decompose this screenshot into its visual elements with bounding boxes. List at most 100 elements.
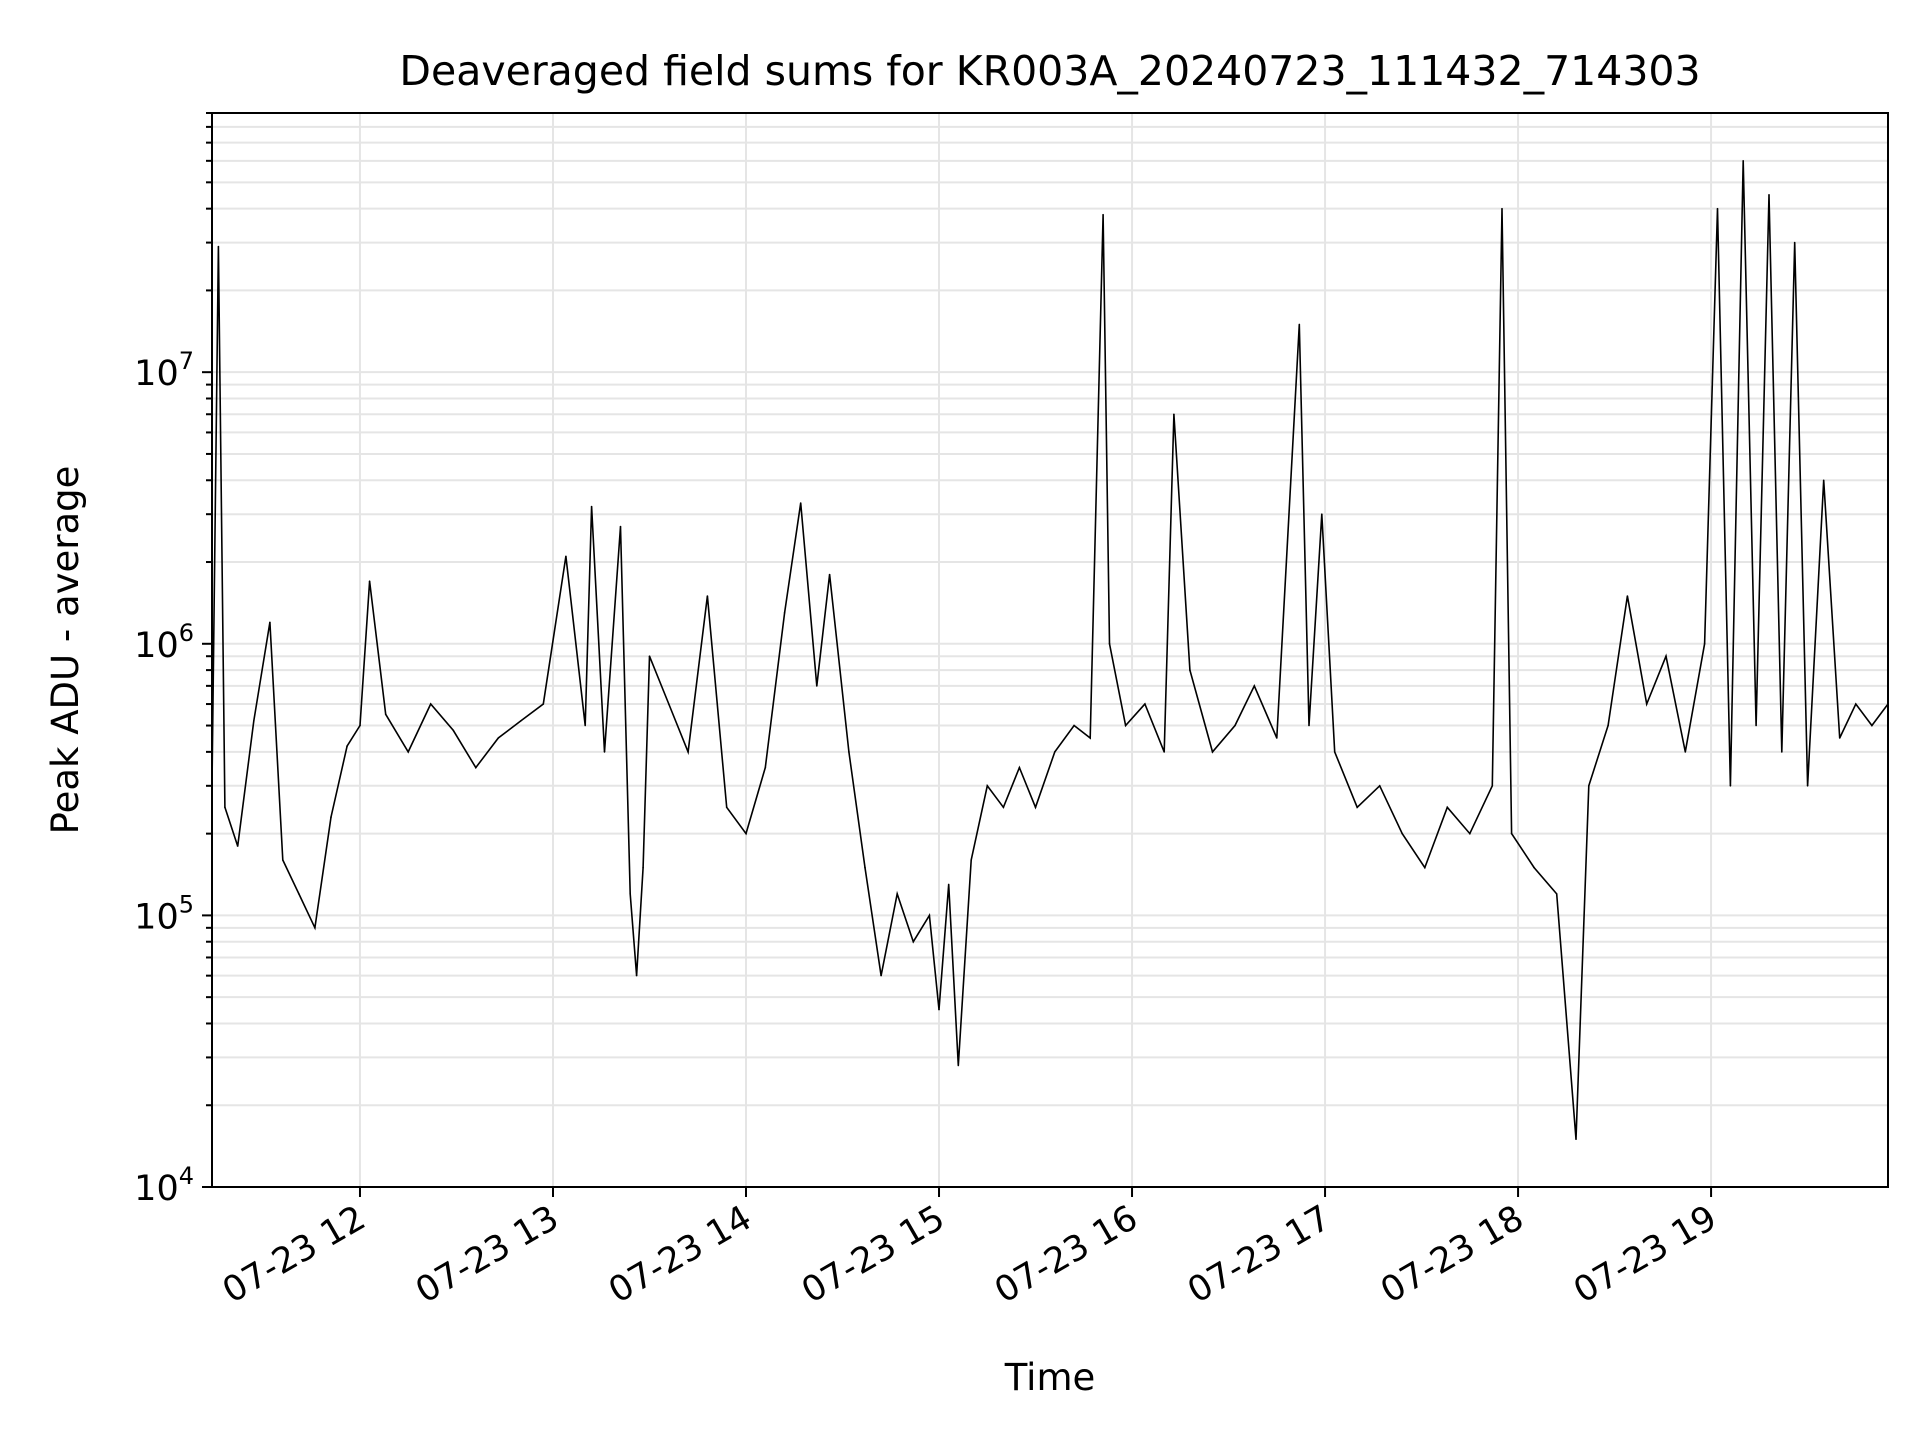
data-point	[565, 555, 567, 558]
data-point	[269, 621, 271, 624]
data-point	[799, 502, 802, 504]
data-point	[1446, 806, 1449, 809]
data-point	[1018, 766, 1021, 769]
y-axis-label: Peak ADU - average	[44, 466, 87, 835]
data-point	[1491, 785, 1494, 787]
y-tick-label: 107	[134, 347, 194, 394]
data-point	[253, 720, 255, 722]
data-point	[642, 866, 644, 869]
data-point	[1034, 806, 1037, 809]
data-point	[1755, 724, 1757, 727]
x-axis-label: Time	[1004, 1356, 1096, 1399]
data-point	[217, 245, 220, 248]
data-point	[1308, 724, 1310, 727]
data-point	[1469, 832, 1471, 835]
data-point	[1173, 413, 1175, 416]
data-point	[542, 703, 545, 705]
data-point	[603, 751, 606, 753]
data-point	[1054, 751, 1056, 753]
data-point	[764, 766, 767, 769]
data-point	[282, 859, 284, 861]
data-point	[1703, 643, 1706, 645]
data-point	[1108, 643, 1111, 645]
data-point	[1684, 751, 1687, 753]
data-point	[970, 859, 972, 861]
data-point	[1626, 595, 1629, 597]
data-point	[864, 866, 866, 869]
data-point	[1806, 785, 1809, 787]
data-point	[429, 703, 432, 705]
data-point	[314, 927, 316, 929]
data-point	[1533, 866, 1535, 869]
data-point	[648, 655, 651, 657]
data-point	[584, 724, 586, 727]
data-point	[1211, 751, 1214, 753]
data-point	[1378, 785, 1381, 787]
data-point	[986, 785, 989, 787]
data-point	[1002, 806, 1005, 809]
data-point	[1333, 751, 1336, 753]
data-point	[1855, 703, 1857, 705]
data-point	[1298, 323, 1301, 326]
data-point	[224, 806, 226, 809]
data-point	[816, 685, 818, 687]
data-point	[1716, 207, 1719, 210]
data-point	[590, 505, 593, 508]
data-point	[1793, 241, 1796, 244]
data-point	[452, 729, 455, 732]
data-point	[1607, 724, 1609, 727]
data-point	[828, 573, 831, 576]
data-point	[629, 893, 631, 895]
axis-ticks	[202, 112, 1713, 1197]
data-point	[745, 832, 747, 835]
data-point	[1838, 737, 1841, 739]
data-point	[635, 974, 638, 977]
data-point	[880, 974, 882, 977]
data-point	[1729, 785, 1732, 787]
series-path	[211, 160, 1889, 1140]
data-point	[368, 580, 371, 582]
data-point	[938, 1008, 940, 1011]
data-point	[1510, 832, 1513, 835]
data-point	[1356, 806, 1358, 809]
data-point	[1501, 207, 1503, 210]
chart-title: Deaveraged field sums for KR003A_2024072…	[399, 47, 1700, 95]
data-point	[848, 751, 850, 753]
data-point	[1645, 703, 1648, 705]
data-point	[1822, 479, 1825, 482]
data-point	[1144, 703, 1146, 705]
data-point	[1163, 751, 1165, 753]
plot-frame	[211, 112, 1889, 1188]
data-point	[928, 914, 931, 917]
data-point	[497, 737, 500, 739]
data-point	[330, 816, 332, 818]
data-point	[407, 751, 410, 753]
data-point	[1253, 685, 1256, 687]
data-point	[1424, 866, 1426, 869]
data-point	[1189, 669, 1191, 671]
data-point	[1575, 1138, 1577, 1140]
data-point	[1555, 893, 1558, 895]
y-tick-label: 106	[134, 619, 194, 666]
data-point	[706, 595, 709, 597]
data-point	[1871, 724, 1873, 727]
data-point	[520, 720, 522, 722]
data-point	[1742, 160, 1744, 162]
data-point	[1401, 832, 1403, 835]
data-point	[668, 703, 670, 705]
y-tick-label: 104	[134, 1162, 194, 1209]
data-point	[359, 724, 361, 727]
data-point	[384, 713, 387, 716]
data-point	[1276, 737, 1278, 739]
data-point	[619, 525, 622, 528]
y-tick-label: 105	[134, 890, 194, 937]
data-point	[957, 1064, 960, 1067]
series-line	[211, 160, 1889, 1140]
data-point	[236, 845, 239, 847]
data-point	[1234, 724, 1236, 727]
data-point	[1321, 513, 1323, 515]
data-point	[896, 893, 898, 895]
data-point	[346, 745, 348, 747]
